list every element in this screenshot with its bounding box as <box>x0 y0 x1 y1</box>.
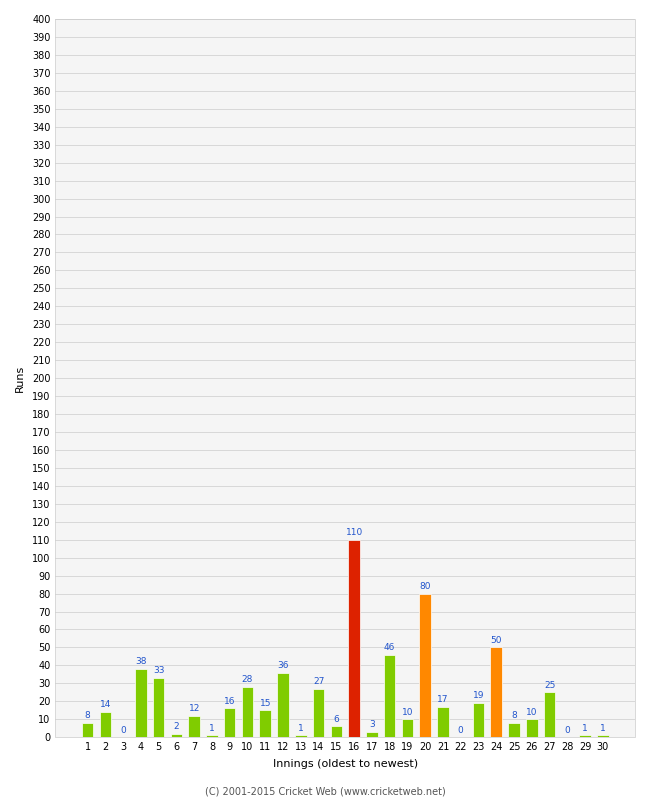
Bar <box>170 734 182 737</box>
Text: (C) 2001-2015 Cricket Web (www.cricketweb.net): (C) 2001-2015 Cricket Web (www.cricketwe… <box>205 786 445 796</box>
Text: 15: 15 <box>259 698 271 707</box>
Y-axis label: Runs: Runs <box>15 365 25 392</box>
Bar <box>597 735 608 737</box>
Text: 3: 3 <box>369 720 375 729</box>
Text: 8: 8 <box>511 711 517 720</box>
Bar <box>259 710 271 737</box>
Text: 12: 12 <box>188 704 200 713</box>
Text: 2: 2 <box>174 722 179 731</box>
Bar <box>437 706 448 737</box>
Bar <box>295 735 307 737</box>
Text: 33: 33 <box>153 666 164 675</box>
Bar <box>188 716 200 737</box>
Bar <box>508 723 520 737</box>
Bar <box>313 689 324 737</box>
Text: 0: 0 <box>120 726 126 734</box>
Text: 16: 16 <box>224 697 235 706</box>
Text: 36: 36 <box>278 661 289 670</box>
Bar <box>366 732 378 737</box>
Text: 8: 8 <box>84 711 90 720</box>
Text: 28: 28 <box>242 675 253 684</box>
Text: 19: 19 <box>473 691 484 700</box>
Bar <box>402 719 413 737</box>
Text: 10: 10 <box>402 707 413 717</box>
Text: 50: 50 <box>491 636 502 645</box>
Bar <box>419 594 431 737</box>
X-axis label: Innings (oldest to newest): Innings (oldest to newest) <box>272 759 418 769</box>
Text: 1: 1 <box>209 724 215 733</box>
Bar <box>491 647 502 737</box>
Bar <box>278 673 289 737</box>
Text: 80: 80 <box>419 582 431 591</box>
Bar <box>331 726 342 737</box>
Text: 0: 0 <box>458 726 463 734</box>
Text: 0: 0 <box>564 726 570 734</box>
Text: 10: 10 <box>526 707 538 717</box>
Text: 17: 17 <box>437 695 448 704</box>
Bar <box>99 712 111 737</box>
Bar <box>153 678 164 737</box>
Bar <box>473 703 484 737</box>
Bar <box>384 654 395 737</box>
Bar <box>544 692 555 737</box>
Bar <box>135 669 147 737</box>
Bar <box>82 723 94 737</box>
Bar <box>348 540 360 737</box>
Bar <box>224 709 235 737</box>
Text: 1: 1 <box>600 724 606 733</box>
Bar <box>579 735 591 737</box>
Text: 25: 25 <box>544 681 555 690</box>
Text: 6: 6 <box>333 714 339 724</box>
Bar <box>206 735 218 737</box>
Text: 110: 110 <box>346 528 363 537</box>
Text: 46: 46 <box>384 643 395 652</box>
Text: 1: 1 <box>582 724 588 733</box>
Bar <box>526 719 538 737</box>
Text: 14: 14 <box>99 700 111 710</box>
Bar <box>242 687 254 737</box>
Text: 38: 38 <box>135 658 147 666</box>
Text: 1: 1 <box>298 724 304 733</box>
Text: 27: 27 <box>313 677 324 686</box>
